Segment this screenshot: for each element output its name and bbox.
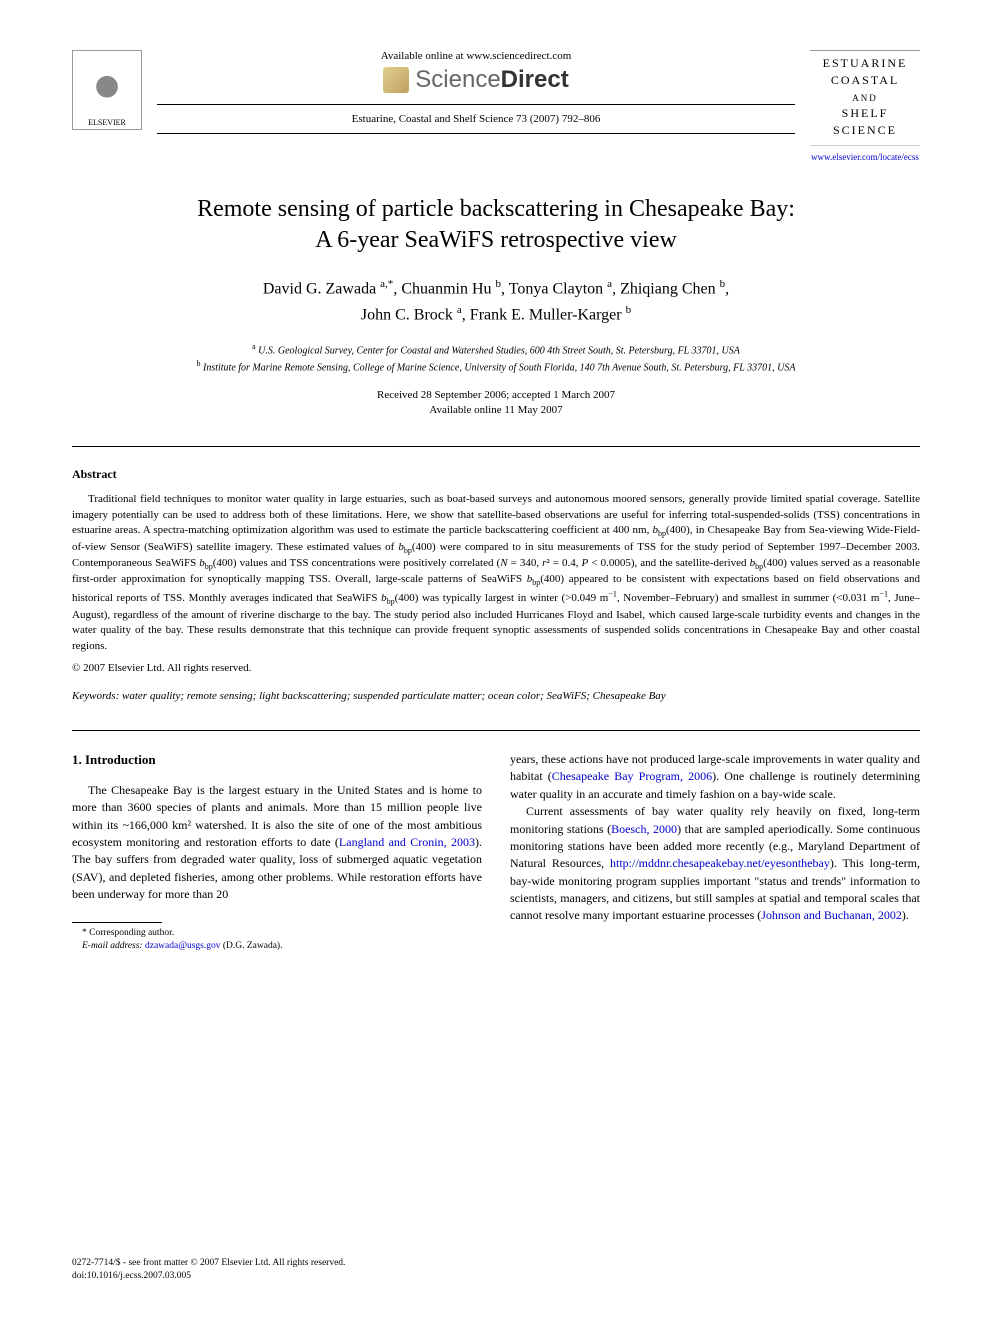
footnote-email: E-mail address: dzawada@usgs.gov (D.G. Z… (72, 940, 482, 953)
author-2: Chuanmin Hu (401, 281, 491, 298)
copyright-line: © 2007 Elsevier Ltd. All rights reserved… (72, 662, 920, 674)
divider-below-keywords (72, 730, 920, 731)
author-1: David G. Zawada (263, 281, 376, 298)
footer-frontmatter: 0272-7714/$ - see front matter © 2007 El… (72, 1258, 345, 1268)
journal-link[interactable]: www.elsevier.com/locate/ecss (810, 152, 920, 162)
header-row: ELSEVIER Available online at www.science… (72, 50, 920, 162)
page-footer: 0272-7714/$ - see front matter © 2007 El… (72, 1257, 345, 1283)
column-right: years, these actions have not produced l… (510, 751, 920, 953)
intro-paragraph-1-cont: years, these actions have not produced l… (510, 751, 920, 803)
citation-cbp[interactable]: Chesapeake Bay Program, 2006 (552, 769, 712, 783)
article-title: Remote sensing of particle backscatterin… (72, 194, 920, 256)
footer-doi: doi:10.1016/j.ecss.2007.03.005 (72, 1271, 191, 1281)
journal-name: ESTUARINE COASTAL AND SHELF SCIENCE (810, 55, 920, 139)
header-border-top (157, 104, 795, 105)
sciencedirect-icon (383, 67, 409, 93)
article-dates: Received 28 September 2006; accepted 1 M… (72, 388, 920, 419)
keywords: Keywords: water quality; remote sensing;… (72, 690, 920, 702)
sd-bold: Direct (501, 66, 569, 93)
author-4: Zhiqiang Chen (620, 281, 716, 298)
keywords-label: Keywords: (72, 690, 119, 702)
keywords-value: water quality; remote sensing; light bac… (122, 690, 666, 702)
intro-paragraph-2: Current assessments of bay water quality… (510, 803, 920, 925)
available-online-text: Available online at www.sciencedirect.co… (157, 50, 795, 62)
journal-cover: ESTUARINE COASTAL AND SHELF SCIENCE www.… (810, 50, 920, 162)
affiliations: a U.S. Geological Survey, Center for Coa… (72, 341, 920, 376)
body-columns: 1. Introduction The Chesapeake Bay is th… (72, 751, 920, 953)
affiliation-a: U.S. Geological Survey, Center for Coast… (258, 345, 740, 356)
elsevier-label: ELSEVIER (88, 118, 126, 127)
section-1-heading: 1. Introduction (72, 751, 482, 770)
citation-boesch[interactable]: Boesch, 2000 (611, 822, 677, 836)
sciencedirect-text: ScienceDirect (415, 66, 568, 94)
intro-paragraph-1: The Chesapeake Bay is the largest estuar… (72, 782, 482, 904)
affiliation-b: Institute for Marine Remote Sensing, Col… (203, 363, 796, 374)
citation-johnson[interactable]: Johnson and Buchanan, 2002 (761, 908, 902, 922)
center-header: Available online at www.sciencedirect.co… (142, 50, 810, 138)
journal-reference: Estuarine, Coastal and Shelf Science 73 … (157, 113, 795, 125)
sciencedirect-logo: ScienceDirect (157, 66, 795, 94)
email-link[interactable]: dzawada@usgs.gov (145, 941, 221, 951)
header-border-bottom (157, 133, 795, 134)
abstract-body: Traditional field techniques to monitor … (72, 492, 920, 653)
column-left: 1. Introduction The Chesapeake Bay is th… (72, 751, 482, 953)
elsevier-logo: ELSEVIER (72, 50, 142, 130)
sd-light: Science (415, 66, 500, 93)
citation-langland[interactable]: Langland and Cronin, 2003 (339, 835, 475, 849)
author-6: Frank E. Muller-Karger (470, 306, 622, 323)
link-mddnr[interactable]: http://mddnr.chesapeakebay.net/eyesonthe… (610, 856, 830, 870)
author-3: Tonya Clayton (509, 281, 603, 298)
footnote-separator (72, 922, 162, 923)
abstract-heading: Abstract (72, 467, 920, 482)
authors-list: David G. Zawada a,*, Chuanmin Hu b, Tony… (72, 276, 920, 327)
divider-above-abstract (72, 446, 920, 447)
elsevier-tree-icon (87, 71, 127, 116)
author-5: John C. Brock (361, 306, 453, 323)
footnote-corresponding: * Corresponding author. (72, 927, 482, 940)
